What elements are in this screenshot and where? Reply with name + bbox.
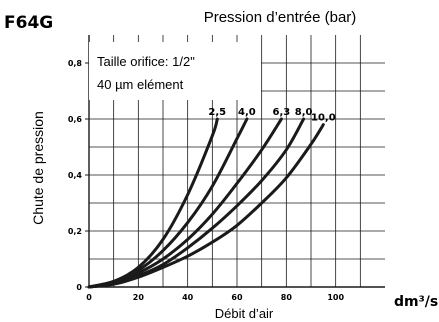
y-tick-label: 0,6 bbox=[68, 115, 83, 124]
series-label: 6,3 bbox=[273, 107, 291, 118]
y-tick-label: 0,8 bbox=[68, 59, 83, 68]
y-tick-label: 0,2 bbox=[68, 227, 82, 236]
y-tick-label: 0,4 bbox=[68, 171, 83, 180]
series-label: 10,0 bbox=[311, 113, 336, 124]
tick-labels: 0 20 40 60 80 100 0 0,2 0,4 0,6 0,8 bbox=[68, 59, 345, 302]
series-label: 8,0 bbox=[295, 107, 313, 118]
x-tick-label: 20 bbox=[133, 293, 145, 302]
chart-title: Pression d’entrée (bar) bbox=[204, 9, 357, 26]
series-line bbox=[87, 123, 325, 289]
series-label: 4,0 bbox=[238, 107, 256, 118]
annotation-box bbox=[89, 42, 261, 100]
x-tick-label: 100 bbox=[327, 293, 344, 302]
x-axis-label: Débit d’air bbox=[215, 306, 274, 321]
annotation-element: 40 µm elément bbox=[97, 77, 184, 92]
x-tick-label: 60 bbox=[231, 293, 243, 302]
x-tick-label: 40 bbox=[182, 293, 194, 302]
x-tick-label: 0 bbox=[86, 293, 92, 302]
series-labels: 2,5 4,0 6,3 8,010,0 bbox=[208, 107, 335, 124]
y-axis-label: Chute de pression bbox=[30, 111, 46, 225]
annotation-orifice: Taille orifice: 1/2" bbox=[97, 54, 195, 69]
x-tick-label: 80 bbox=[281, 293, 293, 302]
x-axis-unit: dm³/s bbox=[394, 294, 438, 310]
y-tick-label: 0 bbox=[76, 283, 82, 292]
model-code: F64G bbox=[4, 13, 53, 33]
grid bbox=[89, 35, 385, 287]
series-lines bbox=[87, 117, 325, 289]
series-label: 2,5 bbox=[208, 107, 226, 118]
